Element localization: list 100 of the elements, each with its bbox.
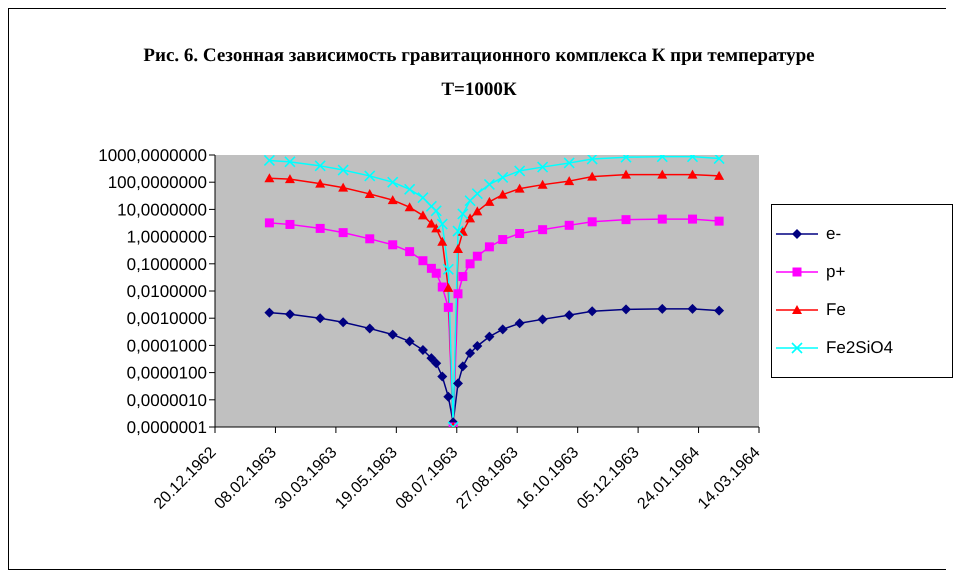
- point: [588, 217, 597, 226]
- point: [365, 234, 374, 244]
- point: [657, 170, 668, 179]
- point: [314, 160, 326, 172]
- point: [404, 202, 415, 212]
- point: [430, 204, 442, 217]
- point: [621, 304, 632, 314]
- legend-label: e-: [826, 224, 842, 244]
- point: [714, 170, 724, 180]
- point: [498, 235, 508, 244]
- point: [364, 323, 375, 334]
- point: [431, 358, 442, 368]
- point: [388, 195, 398, 204]
- legend-label: Fe2SiO4: [826, 338, 894, 358]
- point: [498, 324, 508, 334]
- point: [315, 313, 326, 324]
- point: [622, 215, 631, 224]
- y-tick-label: 100,0000000: [108, 173, 207, 192]
- point: [388, 330, 398, 340]
- point: [405, 247, 414, 256]
- point: [431, 223, 442, 232]
- y-tick-label: 0,0000001: [126, 418, 207, 438]
- point: [484, 332, 494, 342]
- legend-label: p+: [826, 262, 846, 282]
- point: [514, 184, 525, 193]
- point: [264, 308, 274, 318]
- point: [426, 200, 438, 212]
- point: [337, 164, 349, 176]
- point: [688, 304, 698, 314]
- point: [284, 309, 295, 320]
- point: [443, 282, 454, 292]
- point: [426, 353, 436, 364]
- point: [564, 310, 574, 320]
- point: [564, 220, 574, 230]
- y-tick-label: 0,0100000: [126, 282, 207, 302]
- point: [452, 378, 463, 388]
- point: [452, 225, 464, 237]
- y-tick-label: 10,0000000: [117, 200, 207, 220]
- point: [264, 155, 276, 166]
- point: [417, 192, 429, 204]
- point: [498, 190, 508, 199]
- point: [536, 161, 548, 173]
- point: [587, 306, 598, 316]
- y-tick-label: 0,0000010: [126, 390, 207, 410]
- point: [464, 194, 476, 206]
- point: [264, 173, 274, 182]
- point: [587, 172, 598, 181]
- point: [466, 259, 475, 268]
- point: [364, 170, 376, 182]
- point: [386, 176, 399, 188]
- point: [418, 210, 428, 220]
- chart-title: Рис. 6. Сезонная зависимость гравитационного комплекса К при температуре Т=1000К: [142, 44, 816, 102]
- point: [538, 225, 548, 234]
- point: [713, 155, 725, 164]
- point: [338, 182, 348, 192]
- point: [484, 196, 494, 206]
- point: [484, 178, 496, 190]
- point: [437, 236, 448, 246]
- point: [563, 157, 576, 169]
- point: [458, 361, 468, 372]
- point: [264, 218, 274, 228]
- point: [432, 268, 441, 278]
- point: [443, 392, 454, 402]
- point: [514, 318, 525, 328]
- point: [688, 170, 698, 179]
- point: [465, 348, 476, 358]
- point: [437, 371, 448, 382]
- point: [538, 314, 548, 324]
- point: [621, 170, 632, 179]
- point: [484, 242, 494, 252]
- point: [453, 289, 462, 298]
- point: [418, 256, 428, 266]
- point: [338, 317, 348, 328]
- point: [586, 155, 598, 165]
- point: [658, 214, 667, 224]
- point: [688, 214, 698, 224]
- point: [404, 336, 415, 346]
- point: [514, 165, 526, 177]
- y-tick-label: 0,0010000: [126, 309, 207, 328]
- point: [444, 302, 453, 312]
- point: [538, 180, 548, 189]
- point: [472, 188, 484, 200]
- point: [472, 206, 482, 216]
- point: [285, 220, 294, 229]
- point: [564, 176, 574, 186]
- point: [418, 344, 428, 355]
- point: [714, 306, 724, 316]
- y-tick-label: 1,0000000: [126, 228, 207, 247]
- legend-label: Fe: [826, 300, 846, 320]
- y-tick-label: 0,1000000: [126, 254, 207, 274]
- point: [315, 178, 326, 188]
- point: [458, 272, 468, 282]
- point: [284, 156, 296, 168]
- point: [388, 240, 398, 250]
- point: [472, 341, 482, 352]
- point: [496, 172, 509, 184]
- y-tick-label: 0,0001000: [126, 336, 207, 356]
- point: [472, 252, 482, 261]
- point: [284, 174, 295, 184]
- point: [338, 228, 348, 238]
